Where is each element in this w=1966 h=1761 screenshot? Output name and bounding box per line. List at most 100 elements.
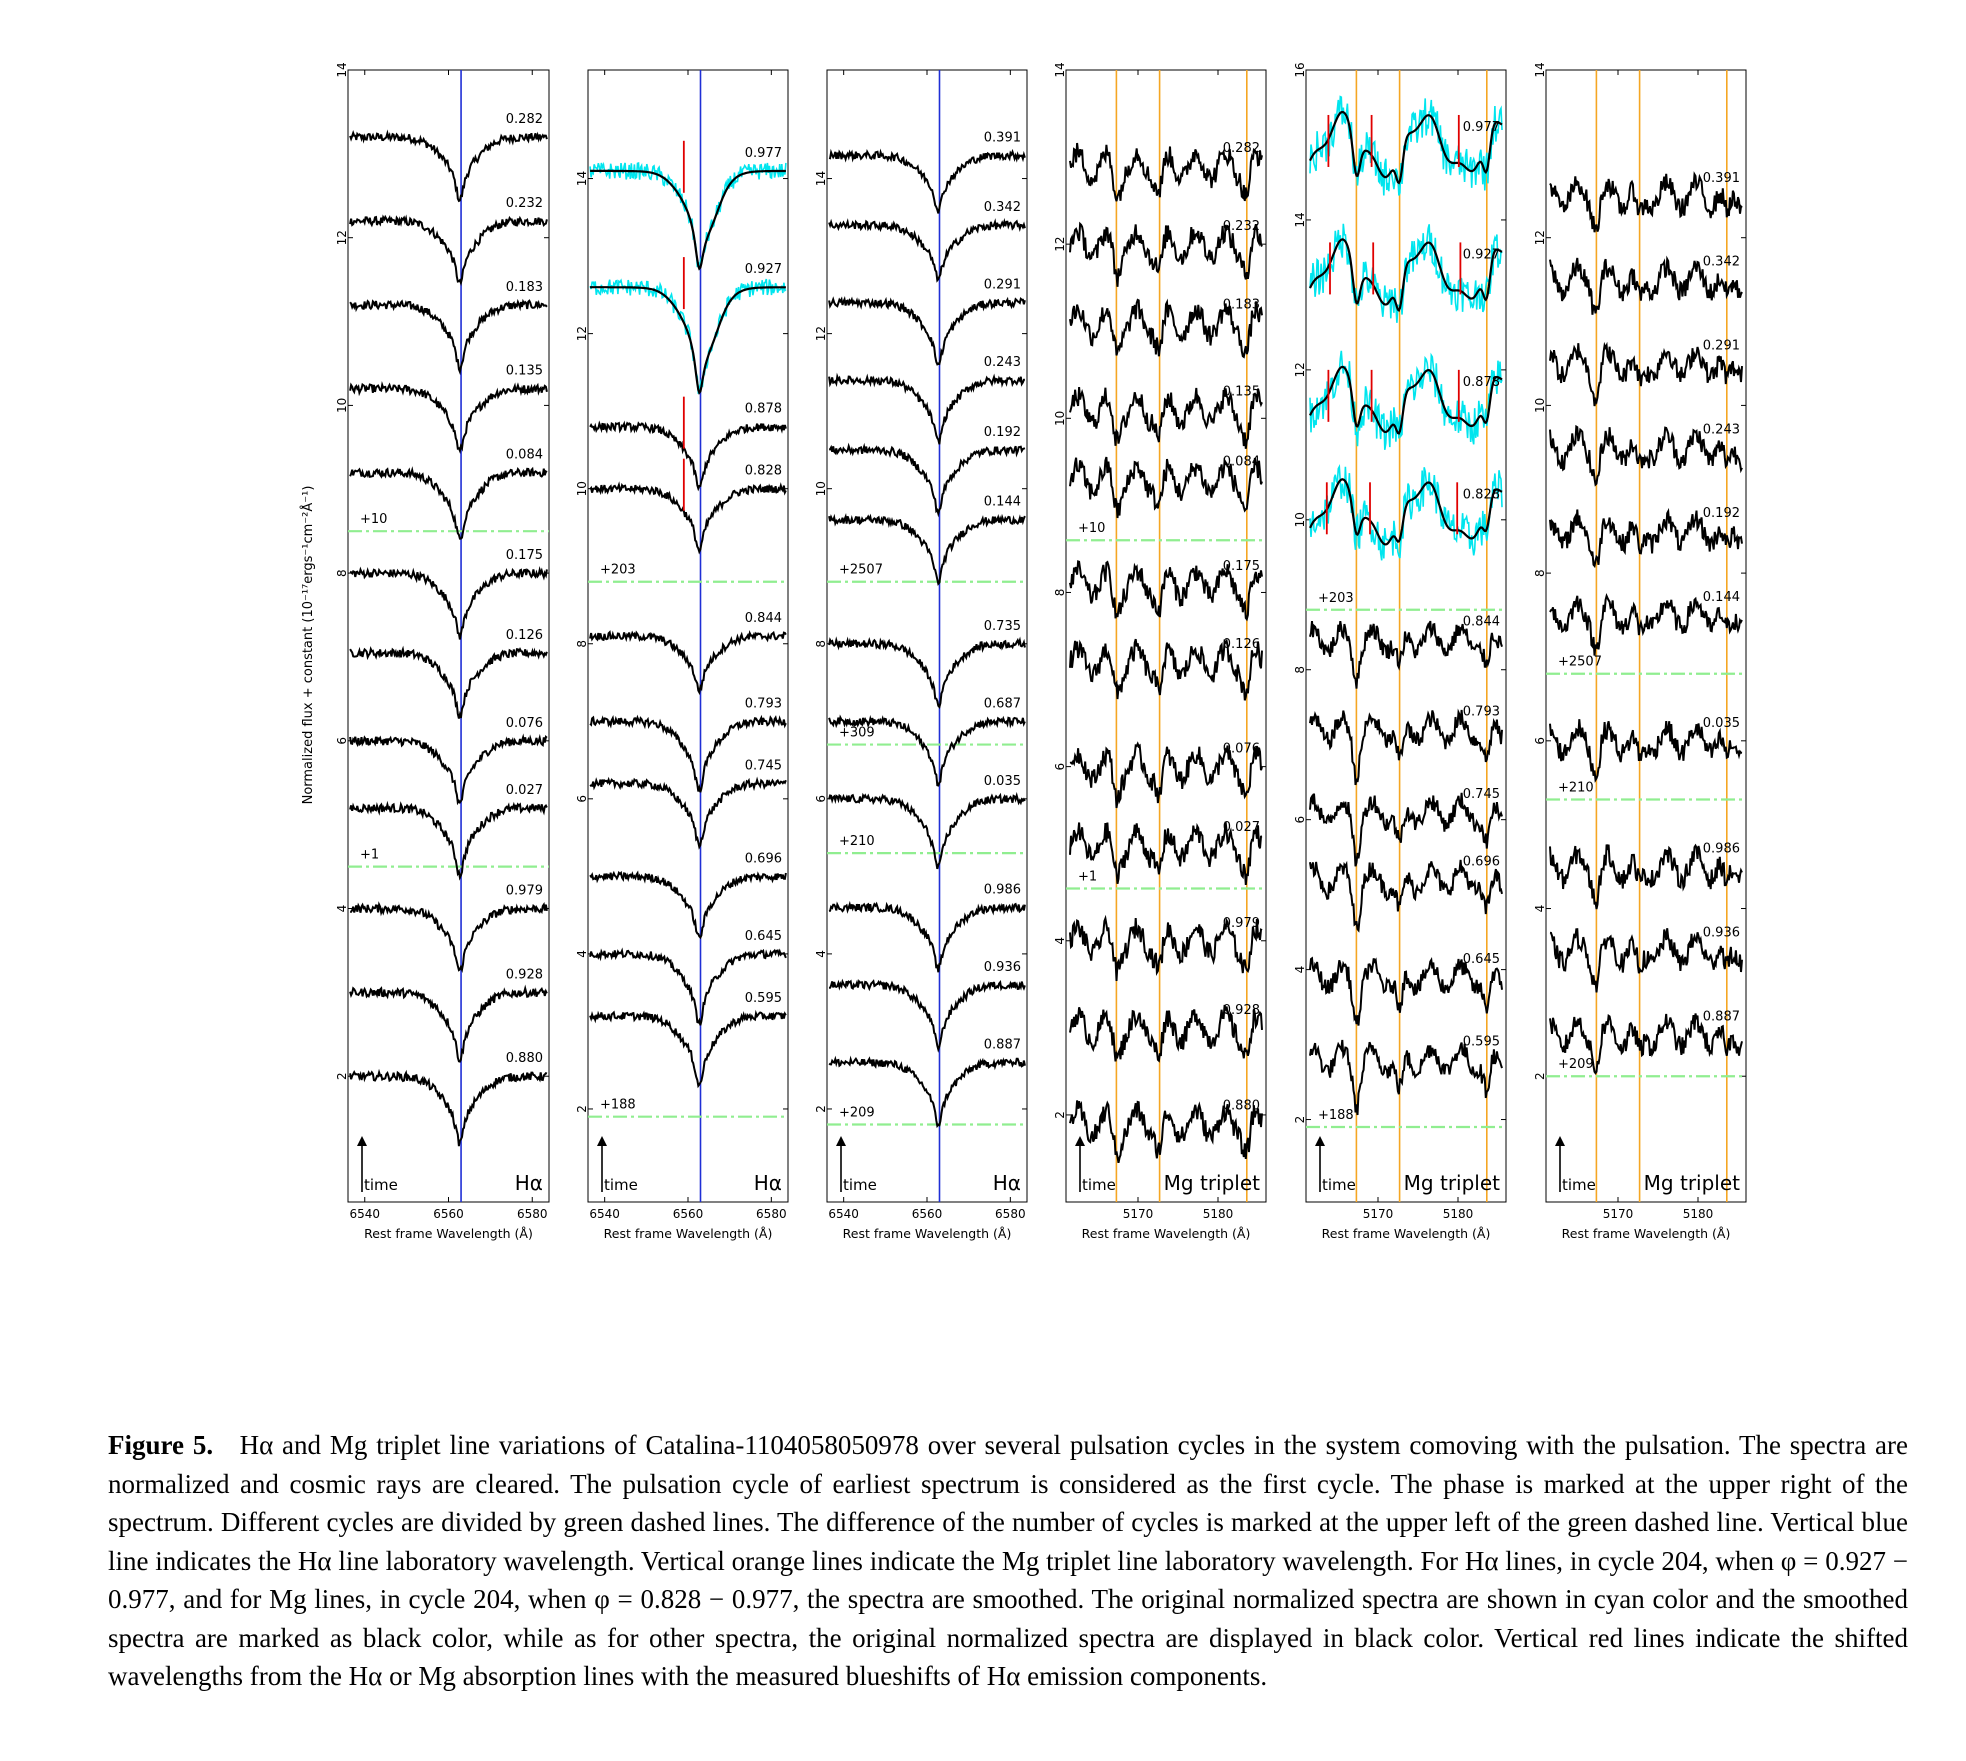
phase-label: 0.986 [1703, 842, 1740, 857]
line-label: Mg triplet [1644, 1171, 1740, 1195]
cycle-divider-label: +209 [839, 1105, 875, 1120]
spectrum [589, 420, 787, 492]
spectrum [1549, 843, 1743, 910]
y-tick-label: 2 [1053, 1111, 1067, 1119]
y-tick-label: 2 [575, 1105, 589, 1113]
spectrum [1309, 859, 1503, 933]
y-tick-label: 10 [814, 481, 828, 496]
spectrum [349, 466, 548, 540]
spectrum [828, 1055, 1026, 1129]
x-axis-label: Rest frame Wavelength (Å) [364, 1226, 533, 1241]
time-label: time [364, 1176, 398, 1194]
line-label: Hα [515, 1171, 543, 1195]
x-tick-label: 6540 [589, 1207, 620, 1221]
spectrum [1069, 1100, 1263, 1163]
original-spectrum [1309, 350, 1503, 450]
phase-label: 0.232 [1223, 219, 1260, 234]
spectrum [1549, 593, 1743, 656]
smoothed-spectrum [1309, 110, 1503, 185]
time-arrow-head [357, 1136, 367, 1146]
y-tick-label: 2 [335, 1072, 349, 1080]
spectrum [1549, 424, 1743, 487]
panel-2: 2 4 6 8 10 12 14 6540 6560 6580 Rest frame Wavelen… [575, 69, 789, 1241]
phase-label: 0.887 [1703, 1009, 1740, 1024]
time-label: time [1322, 1176, 1356, 1194]
phase-label: 0.282 [506, 112, 543, 127]
phase-label: 0.696 [1463, 855, 1500, 870]
spectrum [1549, 171, 1743, 233]
line-label: Mg triplet [1164, 1171, 1260, 1195]
phase-label: 0.927 [745, 262, 782, 277]
x-axis-label: Rest frame Wavelength (Å) [604, 1226, 773, 1241]
cycle-divider-label: +188 [600, 1098, 636, 1113]
spectrum [1069, 741, 1263, 809]
y-tick-label: 6 [814, 795, 828, 803]
y-tick-label: 14 [575, 171, 589, 186]
phase-label: 0.595 [745, 991, 782, 1006]
smoothed-spectrum [590, 286, 786, 395]
cycle-divider-label: +210 [1558, 781, 1594, 796]
cycle-divider-label: +2507 [839, 563, 883, 578]
phase-label: 0.243 [1703, 422, 1740, 437]
spectrum [1069, 298, 1263, 359]
x-tick-label: 5180 [1203, 1207, 1234, 1221]
spectrum [1069, 142, 1263, 202]
spectrum [1549, 341, 1743, 407]
y-tick-label: 6 [335, 737, 349, 745]
x-tick-label: 6560 [673, 1207, 704, 1221]
phase-label: 0.076 [1223, 742, 1260, 757]
phase-label: 0.828 [745, 464, 782, 479]
panel-1: 2 4 6 8 10 12 14 6540 6560 6580 Rest frame Wavelen… [335, 62, 550, 1241]
x-tick-label: 5170 [1123, 1207, 1154, 1221]
spectrum [1069, 560, 1263, 622]
x-tick-label: 6580 [517, 1207, 548, 1221]
phase-label: 0.183 [506, 280, 543, 295]
cycle-divider-label: +10 [1078, 521, 1105, 536]
panels: 2 4 6 8 10 12 14 6540 6560 6580 Rest frame Wavelen… [335, 62, 1747, 1241]
y-axis-label: Normalized flux + constant (10⁻¹⁷ergs⁻¹c… [300, 486, 316, 805]
panel-6: 2 4 6 8 10 12 14 5170 5180 Rest frame Wavelength … [1533, 62, 1747, 1241]
phase-label: 0.645 [745, 929, 782, 944]
phase-label: 0.696 [745, 851, 782, 866]
spectrum [828, 978, 1026, 1053]
spectrum [1549, 928, 1743, 993]
x-tick-label: 6540 [349, 1207, 380, 1221]
x-tick-label: 6580 [756, 1207, 787, 1221]
spectrum [1069, 221, 1263, 287]
phase-label: 0.342 [1703, 255, 1740, 270]
spectrum [1549, 1013, 1743, 1075]
y-tick-label: 12 [1293, 362, 1307, 377]
caption-text: Hα and Mg triplet line variations of Cat… [108, 1430, 1909, 1691]
cycle-divider-label: +309 [839, 726, 875, 741]
y-tick-label: 8 [1533, 569, 1547, 577]
spectrum [589, 629, 787, 696]
y-tick-label: 14 [1293, 212, 1307, 227]
y-tick-label: 8 [335, 569, 349, 577]
cycle-divider-label: +210 [839, 834, 875, 849]
phase-label: 0.880 [1223, 1099, 1260, 1114]
panel-4: 2 4 6 8 10 12 14 5170 5180 Rest frame Wavelength … [1053, 62, 1267, 1241]
y-tick-label: 14 [335, 62, 349, 77]
time-arrow-head [597, 1136, 607, 1146]
y-tick-label: 6 [575, 795, 589, 803]
y-tick-label: 2 [814, 1105, 828, 1113]
panel-3: 2 4 6 8 10 12 14 6540 6560 6580 Rest frame Wavelen… [814, 69, 1028, 1241]
phase-label: 0.291 [984, 278, 1021, 293]
phase-label: 0.595 [1463, 1035, 1500, 1050]
smoothed-spectrum [590, 169, 786, 271]
phase-label: 0.135 [1223, 385, 1260, 400]
spectrum [589, 947, 787, 1026]
time-label: time [1562, 1176, 1596, 1194]
cycle-divider-label: +203 [600, 563, 636, 578]
spectrum [828, 791, 1026, 870]
phase-label: 0.183 [1223, 298, 1260, 313]
phase-label: 0.126 [1223, 637, 1260, 652]
smoothed-spectrum [1309, 478, 1503, 546]
phase-label: 0.828 [1463, 487, 1500, 502]
spectrum [1549, 507, 1743, 569]
spectrum [1069, 387, 1263, 449]
phase-label: 0.878 [745, 402, 782, 417]
spectrum [589, 481, 787, 555]
spectrum [589, 870, 787, 940]
phase-label: 0.035 [984, 774, 1021, 789]
